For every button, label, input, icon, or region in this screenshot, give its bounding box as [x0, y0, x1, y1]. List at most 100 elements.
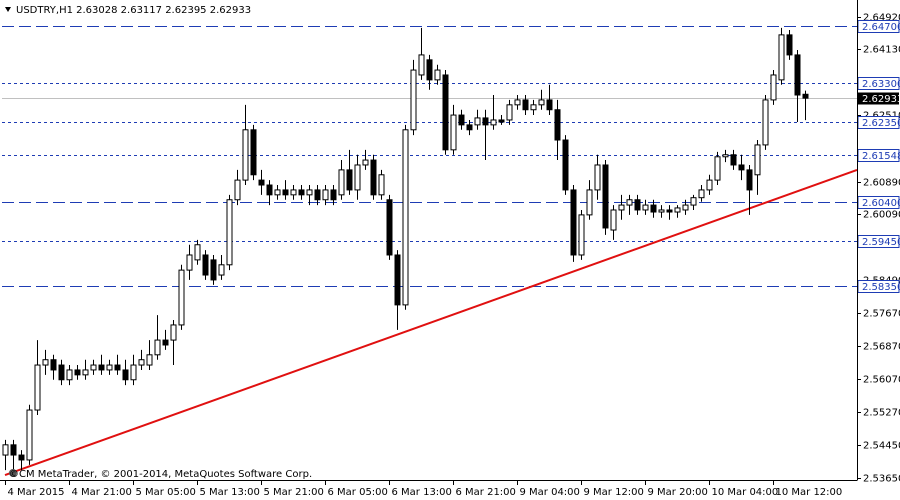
candle-body	[586, 189, 593, 216]
candle-body	[570, 189, 577, 256]
candle-body	[306, 189, 313, 196]
menu-arrow[interactable]	[5, 7, 11, 12]
candle-body	[58, 364, 65, 381]
candle-body	[338, 169, 345, 196]
candle-body	[50, 359, 57, 371]
candle-body	[434, 69, 441, 81]
candle-body	[146, 354, 153, 366]
candle-body	[706, 179, 713, 191]
candle-body	[738, 164, 745, 171]
candle-body	[514, 99, 521, 106]
x-tick-label: 10 Mar 12:00	[776, 487, 843, 498]
candle-body	[202, 254, 209, 276]
price-box	[858, 92, 899, 105]
candle-body	[546, 99, 553, 111]
candle-body	[474, 117, 481, 126]
candle-body	[218, 264, 225, 276]
candle-body	[250, 129, 257, 176]
level-label: 2.63300	[862, 79, 900, 90]
level-label: 2.61548	[862, 151, 900, 162]
x-tick-label: 6 Mar 21:00	[456, 487, 516, 498]
candle-body	[362, 159, 369, 166]
x-tick-label: 6 Mar 13:00	[392, 487, 452, 498]
level-label: 2.59450	[862, 237, 900, 248]
level-label: 2.62350	[862, 118, 900, 129]
candle-body	[538, 99, 545, 106]
candle-body	[626, 199, 633, 206]
candle-body	[794, 54, 801, 96]
candle-body	[578, 214, 585, 256]
candle-body	[138, 359, 145, 366]
candle-body	[642, 204, 649, 211]
candle-body	[330, 189, 337, 201]
level-label: 2.64700	[862, 22, 900, 33]
candle-body	[530, 104, 537, 111]
candle-body	[274, 189, 281, 196]
candle-body	[746, 169, 753, 191]
candle-body	[290, 189, 297, 196]
candle-body	[730, 154, 737, 166]
candle-body	[298, 189, 305, 196]
candle-body	[378, 174, 385, 196]
candle-body	[594, 164, 601, 191]
candle-body	[370, 159, 377, 196]
chart-title: USDTRY,H1 2.63028 2.63117 2.62395 2.6293…	[16, 5, 251, 16]
y-tick-label: 2.60890	[863, 178, 900, 189]
candle-body	[402, 129, 409, 306]
y-tick-label: 2.64130	[863, 45, 900, 56]
candle-body	[442, 74, 449, 151]
y-tick-label: 2.64920	[863, 13, 900, 24]
candle-body	[98, 364, 105, 371]
candle-body	[354, 164, 361, 191]
candle-body	[666, 209, 673, 213]
candle-body	[506, 104, 513, 121]
candle-body	[2, 444, 9, 456]
candle-body	[450, 114, 457, 151]
candle-body	[242, 129, 249, 181]
y-tick-label: 2.56070	[863, 375, 900, 386]
candle-body	[154, 339, 161, 356]
candle-body	[786, 34, 793, 56]
x-tick-label: 9 Mar 12:00	[584, 487, 644, 498]
candle-body	[562, 139, 569, 191]
level-label: 2.60400	[862, 198, 900, 209]
candle-body	[602, 164, 609, 229]
candle-body	[674, 207, 681, 213]
candle-body	[90, 364, 97, 371]
candle-body	[690, 197, 697, 206]
candle-body	[410, 69, 417, 131]
x-tick-label: 5 Mar 13:00	[200, 487, 260, 498]
candle-body	[418, 54, 425, 76]
candle-body	[162, 339, 169, 346]
x-tick-label: 10 Mar 04:00	[712, 487, 779, 498]
candle-body	[66, 369, 73, 381]
candle-body	[610, 209, 617, 231]
candle-body	[170, 324, 177, 341]
candle-body	[482, 117, 489, 126]
trendline	[4, 168, 858, 477]
candle-body	[122, 369, 129, 381]
candle-body	[394, 254, 401, 306]
candle-body	[18, 454, 25, 461]
candle-body	[130, 364, 137, 381]
candle-body	[210, 259, 217, 281]
candle-body	[178, 269, 185, 326]
plot-area	[2, 26, 858, 477]
axis-panel	[0, 481, 858, 500]
y-tick-label: 2.54450	[863, 441, 900, 452]
candle-body	[258, 179, 265, 186]
candle-body	[34, 364, 41, 411]
candle-body	[778, 34, 785, 81]
candle-body	[754, 144, 761, 176]
x-tick-label: 5 Mar 21:00	[264, 487, 324, 498]
candle-body	[114, 364, 121, 371]
candle-body	[802, 93, 809, 99]
candle-body	[314, 189, 321, 201]
candle-body	[426, 59, 433, 81]
candle-body	[770, 74, 777, 101]
candle-body	[650, 204, 657, 213]
candle-body	[618, 204, 625, 211]
